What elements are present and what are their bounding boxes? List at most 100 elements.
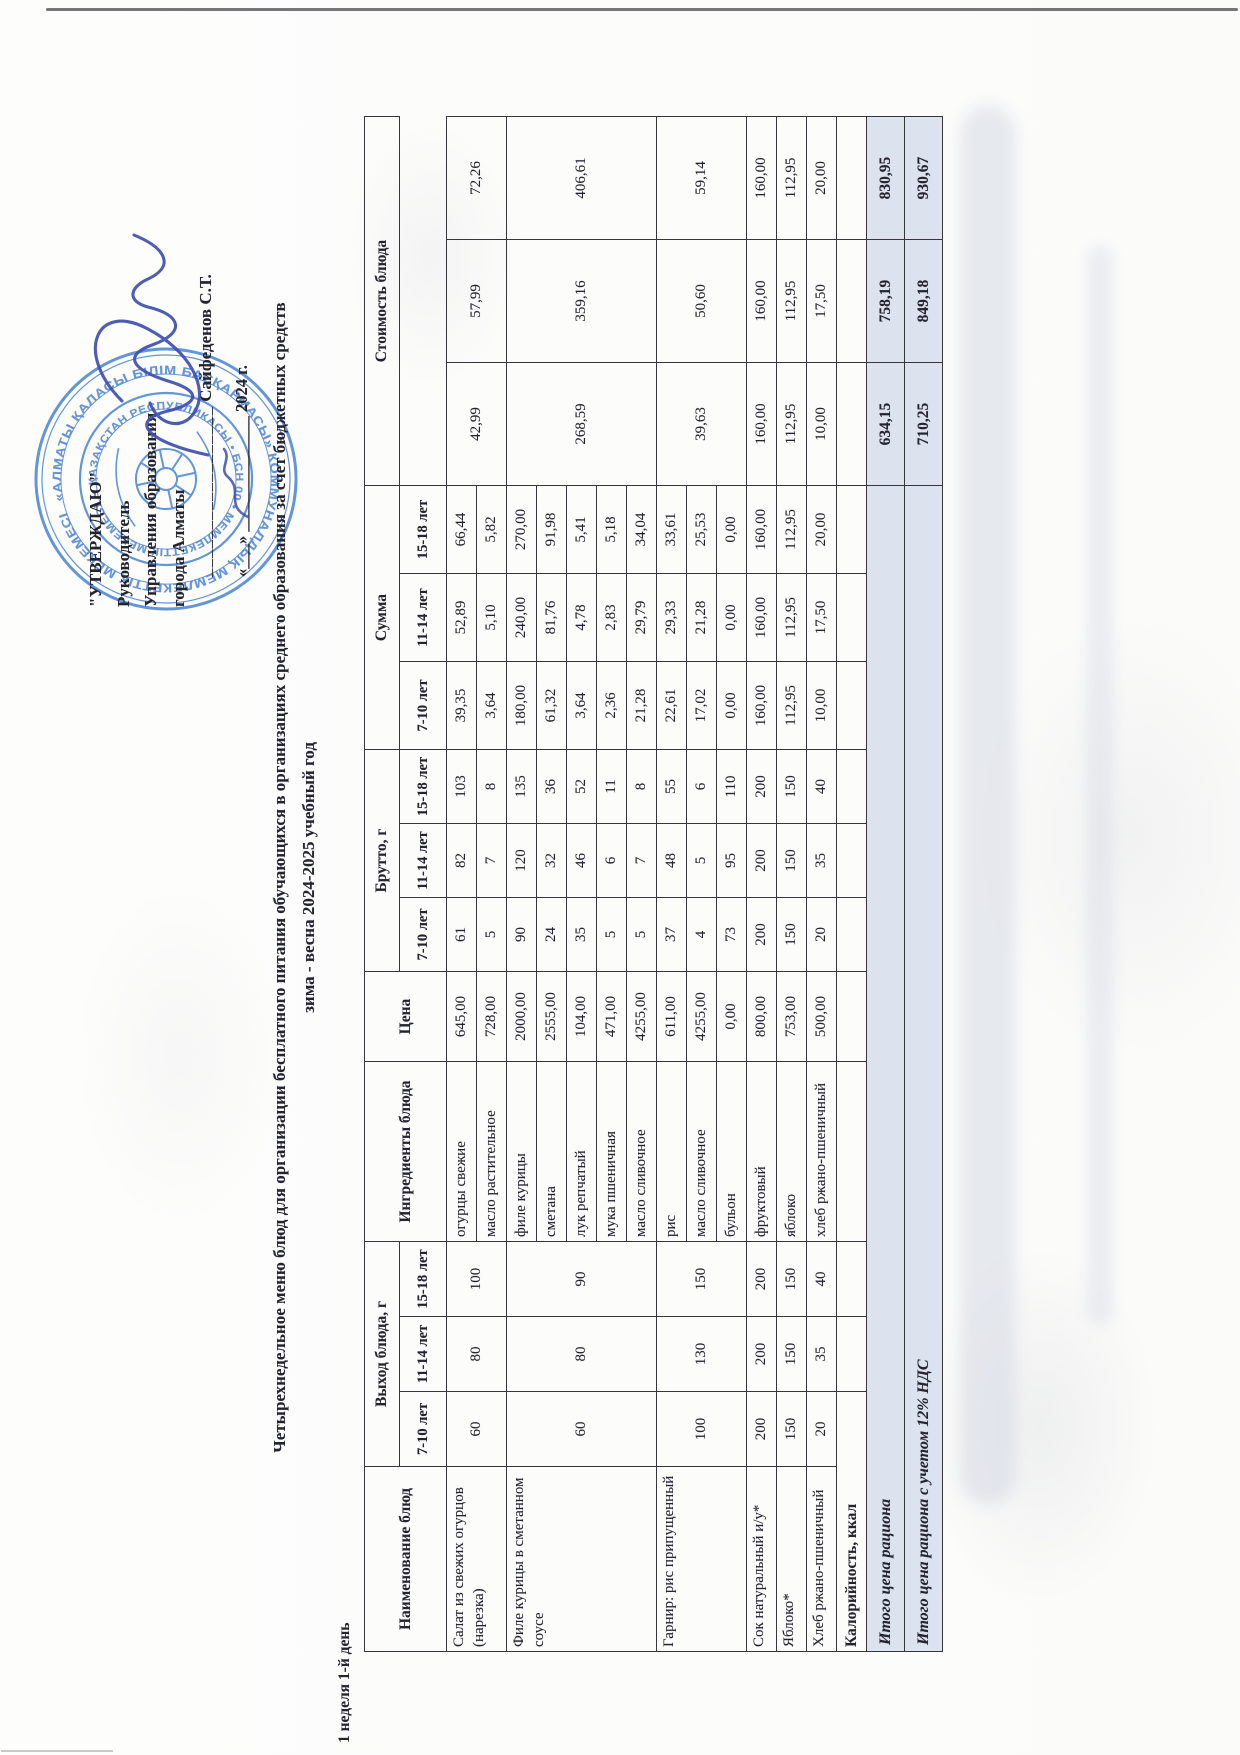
- sum-value-cell: 81,76: [536, 573, 567, 662]
- price-value-cell: 471,00: [596, 971, 627, 1062]
- sum-value-cell: 160,00: [746, 485, 777, 574]
- output-value-cell: 130: [656, 1316, 747, 1392]
- sum-value-cell: 160,00: [746, 573, 777, 662]
- ingredient-name-cell: масло сливочное: [626, 1061, 657, 1242]
- ingredient-name-cell: хлеб ржано-пшеничный: [806, 1061, 837, 1242]
- document-title: Четырехнедельное меню блюд для организац…: [266, 128, 322, 1628]
- sum-value-cell: 112,95: [776, 485, 807, 574]
- scan-shadow-band: [1086, 245, 1114, 1325]
- brutto-value-cell: 48: [656, 823, 687, 898]
- brutto-value-cell: 200: [746, 897, 777, 972]
- col-header-output: Выход блюда, г: [364, 1241, 400, 1467]
- brutto-value-cell: 6: [686, 749, 717, 824]
- total-value-cell: 758,19: [866, 239, 905, 363]
- sum-value-cell: 112,95: [776, 661, 807, 750]
- output-value-cell: 150: [776, 1316, 807, 1392]
- sum-value-cell: 29,79: [626, 573, 657, 662]
- table-header-row-groups: Наименование блюд Выход блюда, г Ингредиен…: [364, 116, 447, 1652]
- cost-value-cell: 59,14: [656, 116, 747, 240]
- output-value-cell: 200: [746, 1241, 777, 1317]
- sum-value-cell: 20,00: [806, 485, 837, 574]
- sum-value-cell: 3,64: [476, 661, 507, 750]
- brutto-value-cell: 103: [446, 749, 477, 824]
- brutto-value-cell: 150: [776, 823, 807, 898]
- empty-cell: [836, 749, 867, 824]
- table-header-row-ages: 7-10 лет 11-14 лет 15-18 лет 7-10 лет 11-14 …: [399, 117, 447, 1652]
- sum-value-cell: 22,61: [656, 661, 687, 750]
- brutto-value-cell: 110: [716, 749, 747, 824]
- dish-name-cell: Филе курицы в сметанном соусе: [506, 1466, 657, 1652]
- cost-value-cell: 57,99: [446, 239, 507, 363]
- cost-value-cell: 160,00: [746, 116, 777, 240]
- col-header-age-group: 11-14 лет: [399, 1316, 447, 1392]
- output-value-cell: 200: [746, 1391, 777, 1467]
- output-value-cell: 100: [656, 1391, 747, 1467]
- sum-value-cell: 17,50: [806, 573, 837, 662]
- price-value-cell: 0,00: [716, 971, 747, 1062]
- brutto-value-cell: 20: [806, 897, 837, 972]
- brutto-value-cell: 5: [626, 897, 657, 972]
- sum-value-cell: 10,00: [806, 661, 837, 750]
- sum-value-cell: 4,78: [566, 573, 597, 662]
- brutto-value-cell: 7: [476, 823, 507, 898]
- cost-value-cell: 42,99: [446, 362, 507, 486]
- sum-value-cell: 112,95: [776, 573, 807, 662]
- col-header-cost: Стоимость блюда: [364, 116, 400, 486]
- brutto-value-cell: 8: [626, 749, 657, 824]
- col-header-age-group: 15-18 лет: [399, 749, 447, 824]
- ingredient-name-cell: фруктовый: [746, 1061, 777, 1242]
- ingredient-row: Хлеб ржано-пшеничный 20 35 40 хлеб ржано-пше…: [806, 116, 837, 1652]
- brutto-value-cell: 46: [566, 823, 597, 898]
- col-header-age-group: 15-18 лет: [399, 485, 447, 574]
- ingredient-name-cell: филе курицы: [506, 1061, 537, 1242]
- cost-value-cell: 72,26: [446, 116, 507, 240]
- empty-cell: [836, 1241, 867, 1317]
- brutto-value-cell: 135: [506, 749, 537, 824]
- brutto-value-cell: 200: [746, 749, 777, 824]
- cost-value-cell: 406,61: [506, 116, 657, 240]
- ingredient-name-cell: масло сливочное: [686, 1061, 717, 1242]
- sum-value-cell: 160,00: [746, 661, 777, 750]
- price-value-cell: 645,00: [446, 971, 477, 1062]
- cost-value-cell: 160,00: [746, 362, 777, 486]
- price-value-cell: 611,00: [656, 971, 687, 1062]
- ingredient-name-cell: масло растительное: [476, 1061, 507, 1242]
- cost-value-cell: 50,60: [656, 239, 747, 363]
- brutto-value-cell: 5: [686, 823, 717, 898]
- ingredient-row: Сок натуральный и/у* 200 200 200 фруктовый 80…: [746, 116, 777, 1652]
- brutto-value-cell: 73: [716, 897, 747, 972]
- cost-value-cell: 10,00: [806, 362, 837, 486]
- cost-value-cell: 17,50: [806, 239, 837, 363]
- output-value-cell: 100: [446, 1241, 507, 1317]
- sum-value-cell: 17,02: [686, 661, 717, 750]
- total-value-cell: 634,15: [866, 362, 905, 486]
- col-header-age-group: 15-18 лет: [399, 1241, 447, 1317]
- output-value-cell: 200: [746, 1316, 777, 1392]
- ingredient-name-cell: бульон: [716, 1061, 747, 1242]
- week-day-label: 1 неделя 1-й день: [336, 1622, 353, 1743]
- price-value-cell: 2000,00: [506, 971, 537, 1062]
- price-value-cell: 800,00: [746, 971, 777, 1062]
- brutto-value-cell: 35: [566, 897, 597, 972]
- output-value-cell: 80: [446, 1316, 507, 1392]
- sum-value-cell: 0,00: [716, 573, 747, 662]
- output-value-cell: 150: [776, 1241, 807, 1317]
- sum-value-cell: 52,89: [446, 573, 477, 662]
- brutto-value-cell: 200: [746, 823, 777, 898]
- brutto-value-cell: 7: [626, 823, 657, 898]
- output-value-cell: 80: [506, 1316, 657, 1392]
- sum-value-cell: 33,61: [656, 485, 687, 574]
- output-value-cell: 60: [506, 1391, 657, 1467]
- signature-scribble: [93, 233, 210, 457]
- cost-value-cell: 112,95: [776, 116, 807, 240]
- empty-cell: [836, 971, 867, 1062]
- col-header-age-group: 7-10 лет: [399, 661, 447, 750]
- cost-value-cell: 20,00: [806, 116, 837, 240]
- brutto-value-cell: 52: [566, 749, 597, 824]
- brutto-value-cell: 150: [776, 897, 807, 972]
- empty-cell: [836, 485, 867, 574]
- cost-value-cell: 112,95: [776, 239, 807, 363]
- brutto-value-cell: 37: [656, 897, 687, 972]
- sum-value-cell: 39,35: [446, 661, 477, 750]
